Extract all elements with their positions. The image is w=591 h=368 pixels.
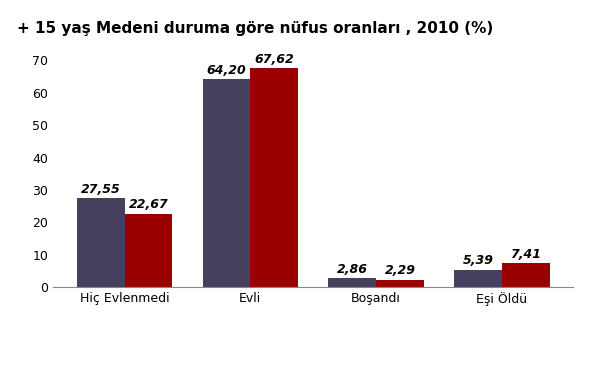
Bar <box>454 270 502 287</box>
Bar <box>329 278 376 287</box>
Text: 64,20: 64,20 <box>207 64 246 77</box>
Bar <box>125 214 173 287</box>
Text: 67,62: 67,62 <box>254 53 294 66</box>
Bar <box>376 280 424 287</box>
Text: 27,55: 27,55 <box>81 183 121 195</box>
Text: 5,39: 5,39 <box>462 254 493 267</box>
Text: 2,29: 2,29 <box>385 264 415 277</box>
Text: 22,67: 22,67 <box>129 198 168 211</box>
Bar <box>77 198 125 287</box>
Text: 2,86: 2,86 <box>337 262 368 276</box>
Bar <box>251 68 298 287</box>
Bar <box>203 79 251 287</box>
Text: 7,41: 7,41 <box>510 248 541 261</box>
Text: + 15 yaş Medeni duruma göre nüfus oranları , 2010 (%): + 15 yaş Medeni duruma göre nüfus oranla… <box>17 21 493 36</box>
Bar <box>502 263 550 287</box>
